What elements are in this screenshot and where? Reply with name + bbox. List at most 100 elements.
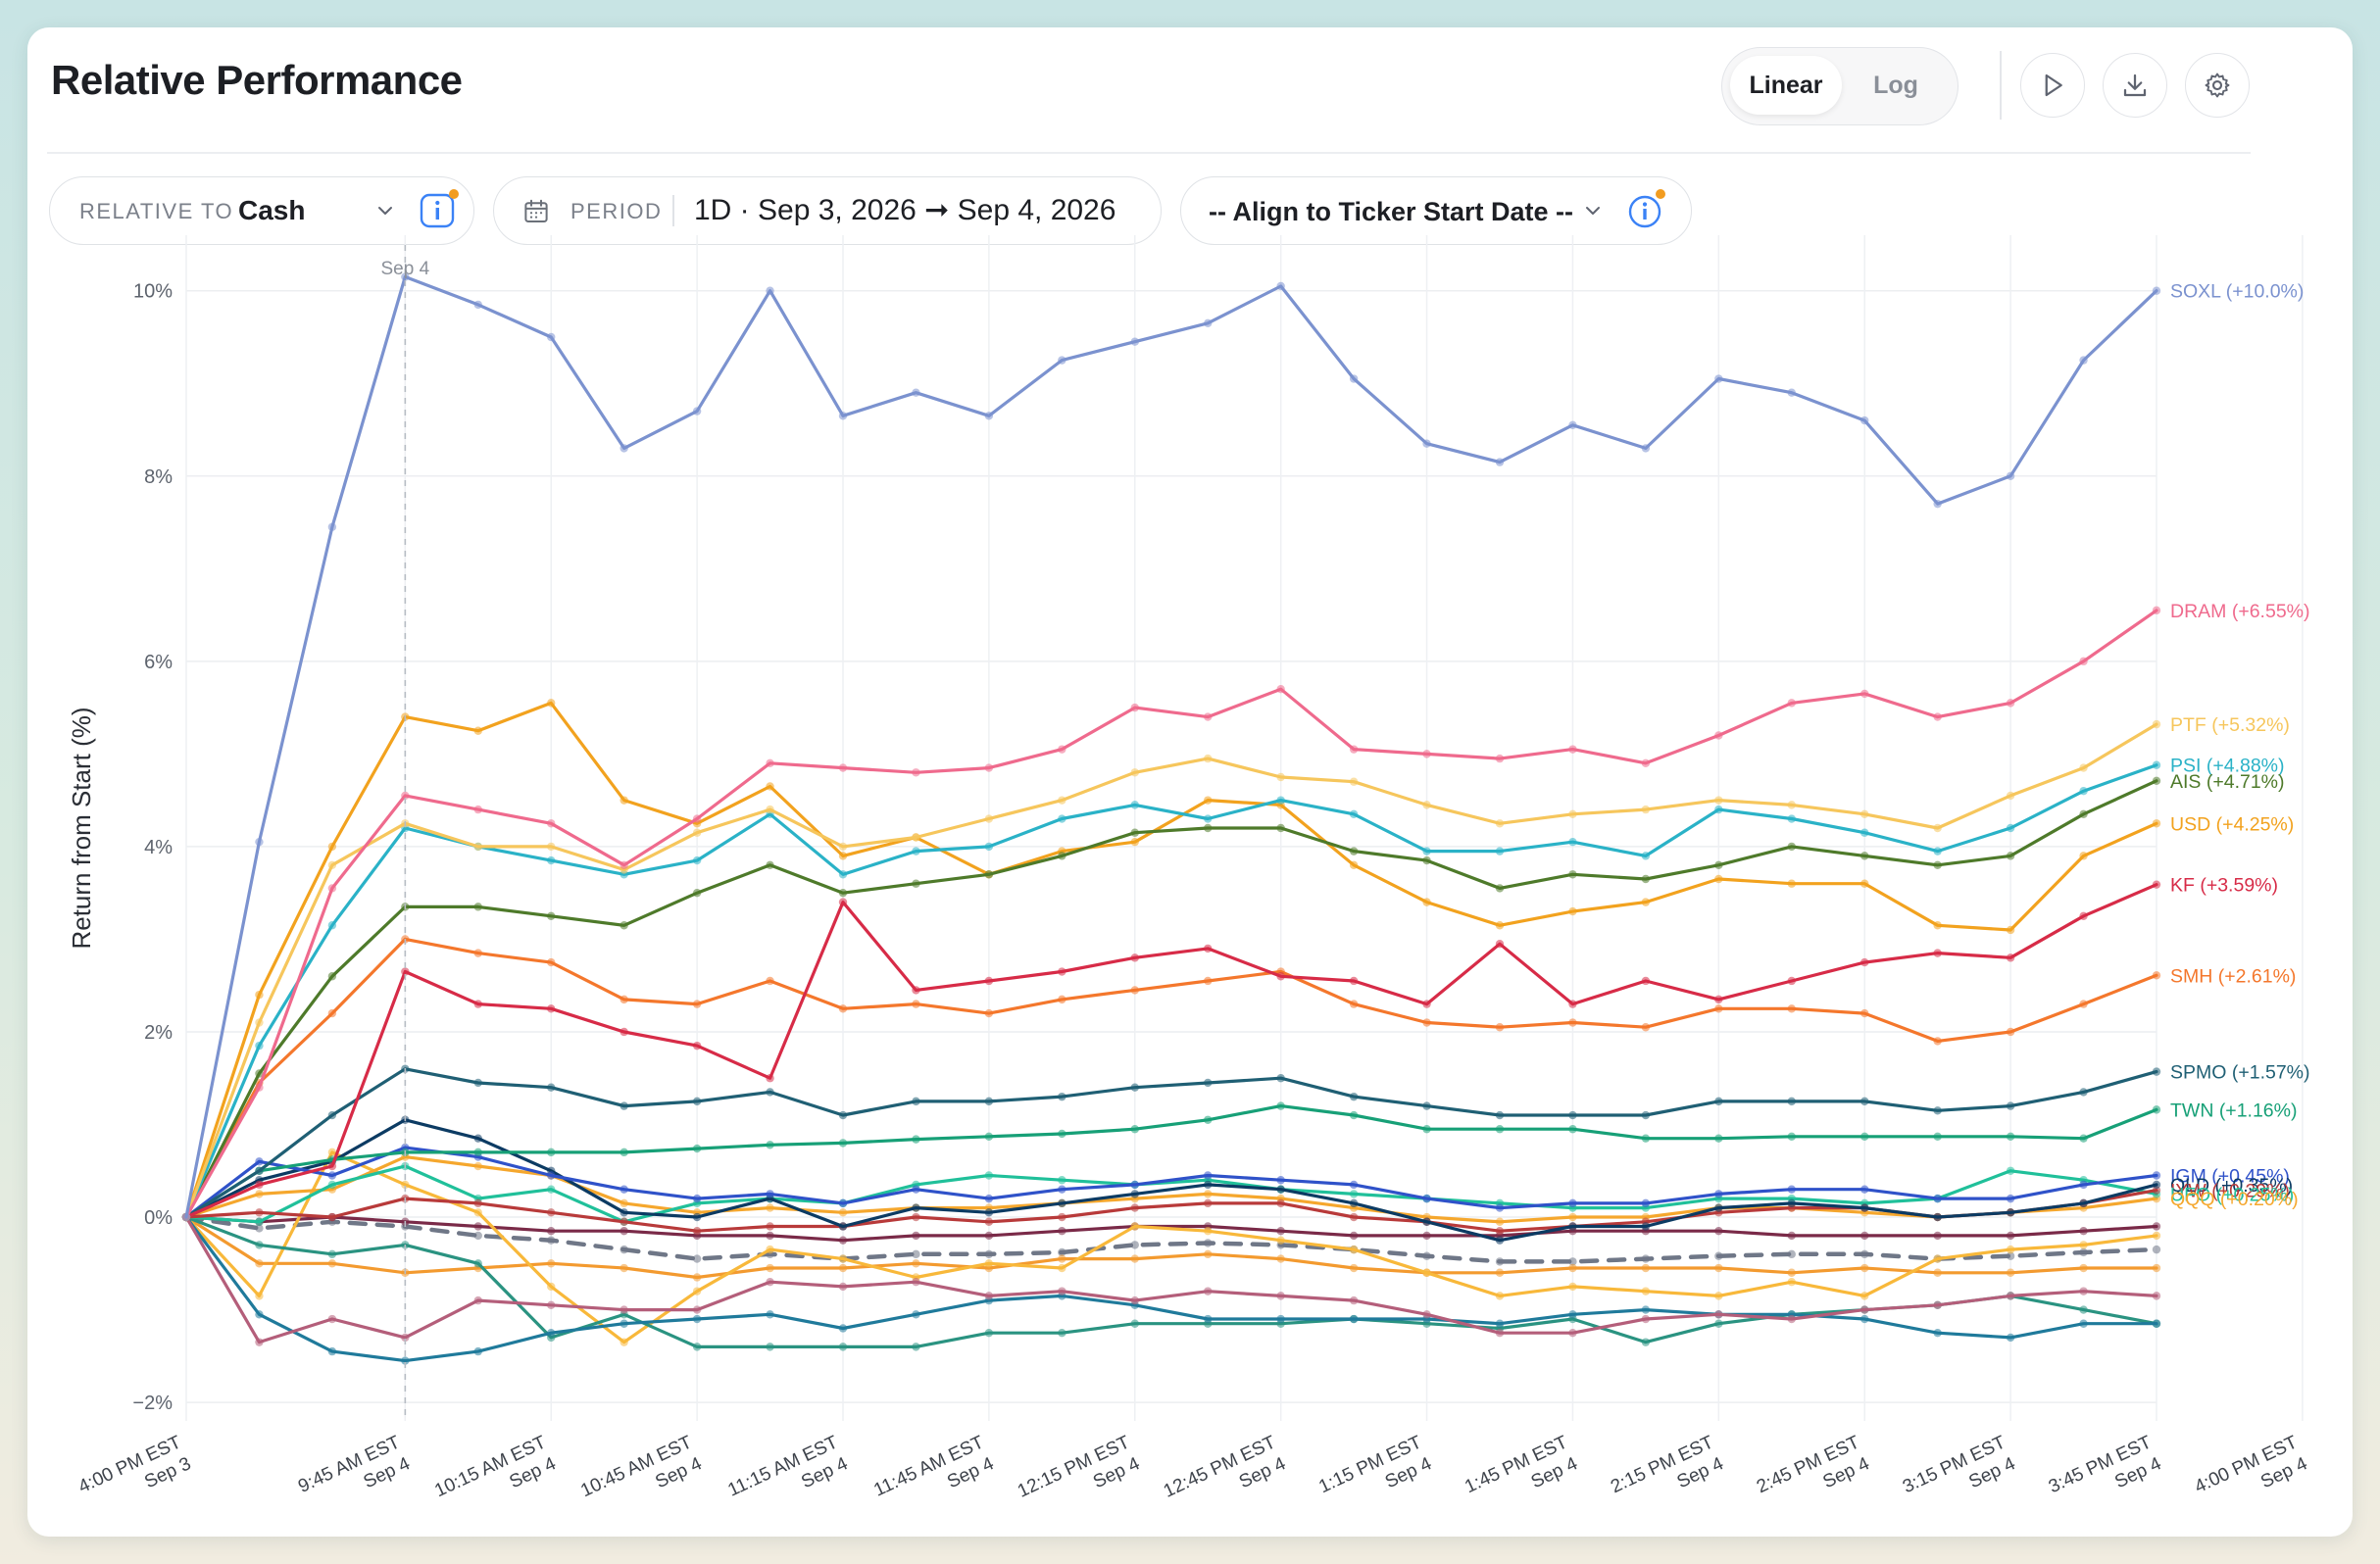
series-line-smh xyxy=(184,937,2158,1219)
relative-to-info-button[interactable] xyxy=(419,189,459,230)
series-line-ufo xyxy=(184,1164,2158,1224)
data-point xyxy=(1130,801,1139,809)
data-point xyxy=(1349,745,1359,754)
data-point xyxy=(1058,1263,1066,1273)
data-point xyxy=(1933,712,1942,721)
data-point xyxy=(912,768,920,777)
settings-button[interactable] xyxy=(2185,53,2250,118)
data-point xyxy=(692,855,702,865)
data-point xyxy=(838,1110,848,1120)
data-point xyxy=(766,805,774,814)
align-start-date-selector[interactable]: -- Align to Ticker Start Date -- xyxy=(1180,176,1692,245)
play-button[interactable] xyxy=(2020,53,2085,118)
data-point xyxy=(1641,1222,1651,1231)
data-point xyxy=(838,763,848,772)
data-point xyxy=(1714,1004,1723,1013)
data-point xyxy=(1495,884,1505,893)
series-line-series-16 xyxy=(184,1215,2158,1363)
data-point xyxy=(838,1222,848,1231)
data-point xyxy=(327,1180,337,1190)
data-point xyxy=(1422,1251,1431,1260)
data-point xyxy=(181,1212,191,1222)
data-point xyxy=(1641,874,1651,884)
data-point xyxy=(2152,971,2161,980)
data-point xyxy=(1568,420,1577,429)
data-point xyxy=(1349,1190,1359,1198)
data-point xyxy=(1495,1110,1505,1120)
data-point xyxy=(1787,699,1796,708)
data-point xyxy=(1495,1023,1505,1032)
data-point xyxy=(912,986,920,995)
data-point xyxy=(2006,1101,2015,1110)
download-button[interactable] xyxy=(2103,53,2167,118)
period-selector[interactable]: PERIOD 1D · Sep 3, 2026 ➞ Sep 4, 2026 xyxy=(493,176,1162,245)
data-point xyxy=(1641,852,1651,860)
series-line-usd xyxy=(184,701,2158,1219)
data-point xyxy=(2079,1247,2088,1257)
data-point xyxy=(1933,1268,1942,1277)
data-point xyxy=(838,1263,848,1273)
data-point xyxy=(2079,1088,2088,1097)
data-point xyxy=(1568,1282,1577,1292)
data-point xyxy=(2006,1268,2015,1277)
data-point xyxy=(2006,1292,2015,1300)
data-point xyxy=(912,879,920,888)
data-point xyxy=(2152,1180,2161,1190)
data-point xyxy=(2006,953,2015,962)
data-point xyxy=(912,1249,920,1259)
data-point xyxy=(2152,1263,2161,1273)
data-point xyxy=(327,884,337,893)
series-line-cash xyxy=(183,1214,2159,1264)
data-point xyxy=(1276,823,1285,833)
data-point xyxy=(1933,823,1942,833)
data-point xyxy=(327,1171,337,1180)
data-point xyxy=(1349,1231,1359,1241)
data-point xyxy=(473,949,482,957)
data-point xyxy=(255,990,264,1000)
data-point xyxy=(1276,772,1285,782)
data-point xyxy=(1276,1314,1285,1324)
data-point xyxy=(838,898,848,906)
relative-to-selector[interactable]: RELATIVE TO Cash xyxy=(49,176,474,245)
log-scale-button[interactable]: Log xyxy=(1873,72,1918,99)
data-point xyxy=(1568,745,1577,754)
data-point xyxy=(2079,1241,2088,1249)
data-point xyxy=(838,870,848,879)
data-point xyxy=(912,388,920,397)
data-point xyxy=(766,1245,774,1254)
data-point xyxy=(838,1139,848,1148)
data-point xyxy=(473,1231,482,1241)
series-line-ais xyxy=(184,779,2158,1219)
data-point xyxy=(620,1185,628,1194)
data-point xyxy=(1204,1239,1213,1247)
data-point xyxy=(692,407,702,415)
settings-gear-icon xyxy=(2205,73,2230,98)
data-point xyxy=(1933,1106,1942,1115)
linear-scale-button[interactable]: Linear xyxy=(1730,56,1842,115)
data-point xyxy=(1276,1176,1285,1185)
data-point xyxy=(255,1041,264,1051)
align-info-button[interactable] xyxy=(1626,189,1665,230)
data-point xyxy=(1933,860,1942,870)
data-point xyxy=(838,1004,848,1013)
data-point xyxy=(1860,689,1869,699)
data-point xyxy=(1933,1231,1942,1241)
data-point xyxy=(1130,1254,1139,1263)
data-point xyxy=(547,1171,556,1180)
data-point xyxy=(1714,860,1723,870)
series-end-label: UFO (+0.25%) xyxy=(2170,1184,2294,1205)
data-point xyxy=(2079,763,2088,772)
data-point xyxy=(912,1135,920,1144)
data-point xyxy=(1641,976,1651,986)
data-point xyxy=(620,1148,628,1157)
data-point xyxy=(766,782,774,791)
data-point xyxy=(1422,750,1431,758)
data-point xyxy=(1860,1292,1869,1300)
data-point xyxy=(547,1328,556,1338)
data-point xyxy=(1204,1190,1213,1198)
data-point xyxy=(255,1018,264,1027)
data-point xyxy=(620,1227,628,1236)
